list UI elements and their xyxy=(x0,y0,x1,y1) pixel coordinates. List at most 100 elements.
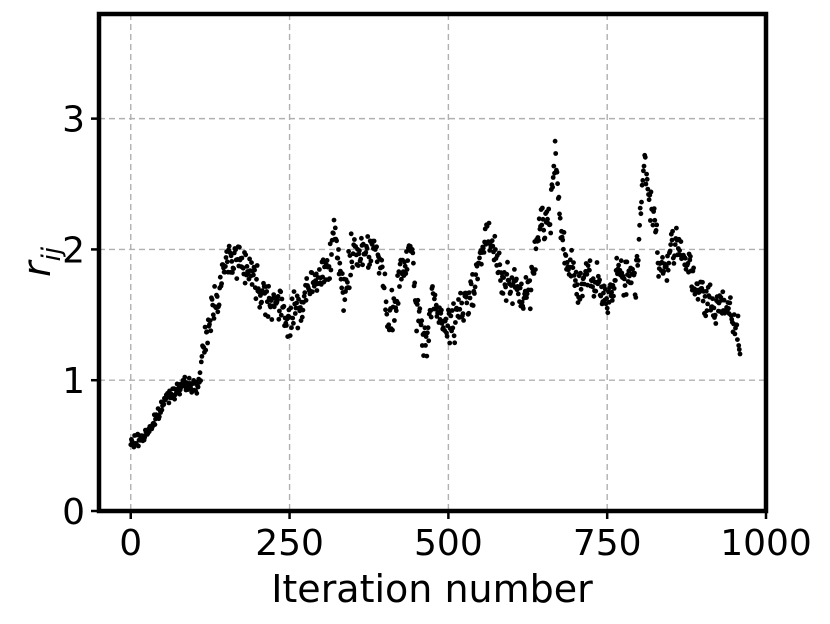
data-point xyxy=(433,302,439,308)
data-point xyxy=(327,241,333,247)
data-point xyxy=(554,169,560,175)
data-point xyxy=(313,271,319,277)
data-point xyxy=(466,290,472,295)
data-point xyxy=(728,295,733,300)
data-point xyxy=(635,263,641,268)
data-point xyxy=(666,260,672,266)
data-point xyxy=(737,351,743,357)
data-point xyxy=(295,325,301,331)
data-point xyxy=(654,222,660,228)
data-point xyxy=(677,248,682,254)
data-point xyxy=(630,266,635,272)
data-point xyxy=(166,400,172,406)
data-point xyxy=(633,295,639,300)
data-point xyxy=(203,347,209,353)
data-point xyxy=(207,318,213,323)
data-point xyxy=(594,260,600,265)
y-tick-label: 0 xyxy=(62,492,85,533)
data-point xyxy=(337,260,343,266)
data-point xyxy=(300,307,306,313)
data-point xyxy=(632,270,637,276)
data-point xyxy=(432,292,438,298)
data-point xyxy=(710,296,715,302)
data-point xyxy=(628,280,634,286)
data-point xyxy=(557,211,562,217)
data-point xyxy=(458,290,463,296)
data-point xyxy=(371,238,377,244)
data-point xyxy=(645,186,651,192)
data-point xyxy=(456,297,461,302)
data-point xyxy=(637,222,642,228)
data-point xyxy=(271,292,277,297)
data-point xyxy=(563,253,569,258)
data-point xyxy=(624,259,630,265)
data-point xyxy=(561,230,567,235)
data-point xyxy=(736,343,742,348)
data-point xyxy=(278,289,284,295)
data-point xyxy=(540,205,545,211)
data-point xyxy=(644,171,649,177)
data-point xyxy=(734,322,740,328)
data-point xyxy=(489,238,495,244)
data-point xyxy=(331,230,336,236)
data-point xyxy=(279,296,285,302)
data-point xyxy=(655,250,660,256)
data-point xyxy=(211,316,217,321)
data-point xyxy=(208,328,214,334)
data-point xyxy=(294,300,299,306)
data-point xyxy=(426,338,432,344)
data-point xyxy=(450,325,456,331)
data-point xyxy=(379,257,385,263)
data-point xyxy=(334,238,339,244)
data-point xyxy=(405,258,411,263)
data-point xyxy=(161,402,167,407)
data-point xyxy=(424,353,430,359)
data-point xyxy=(329,252,334,257)
data-point xyxy=(242,280,248,286)
data-point xyxy=(648,189,654,195)
data-point xyxy=(479,261,484,267)
data-point xyxy=(277,308,282,314)
data-point xyxy=(345,279,350,285)
data-point xyxy=(365,234,371,239)
y-axis-title-subscript: ij xyxy=(37,246,67,261)
data-point xyxy=(276,316,282,322)
data-point xyxy=(533,267,538,272)
y-axis-title-main: r xyxy=(15,259,59,277)
data-point xyxy=(423,343,428,348)
data-point xyxy=(284,323,289,328)
svg-text:rij: rij xyxy=(15,246,67,277)
data-point xyxy=(536,238,541,243)
data-point xyxy=(548,230,554,236)
data-point xyxy=(669,237,675,243)
data-point xyxy=(515,291,521,297)
data-point xyxy=(481,250,487,255)
data-point xyxy=(490,243,496,249)
data-point xyxy=(439,307,444,313)
data-point xyxy=(217,274,223,280)
data-point xyxy=(259,299,264,305)
data-point xyxy=(296,296,301,302)
data-point xyxy=(247,256,253,262)
data-point xyxy=(727,300,733,306)
data-point xyxy=(514,276,519,282)
x-tick-label: 750 xyxy=(573,523,642,564)
data-point xyxy=(215,309,221,315)
data-point xyxy=(404,267,410,272)
data-point xyxy=(432,296,437,302)
data-point xyxy=(637,205,643,211)
data-point xyxy=(721,297,727,303)
data-point xyxy=(209,297,215,302)
data-point xyxy=(411,260,416,266)
data-point xyxy=(643,181,649,187)
data-point xyxy=(468,281,474,287)
data-point xyxy=(381,285,387,291)
data-point xyxy=(609,298,615,303)
data-point xyxy=(437,317,443,322)
data-point xyxy=(595,273,601,279)
data-point xyxy=(339,285,345,291)
data-point xyxy=(663,264,669,270)
data-point xyxy=(177,391,183,397)
data-point xyxy=(503,298,509,303)
data-point xyxy=(691,265,696,271)
